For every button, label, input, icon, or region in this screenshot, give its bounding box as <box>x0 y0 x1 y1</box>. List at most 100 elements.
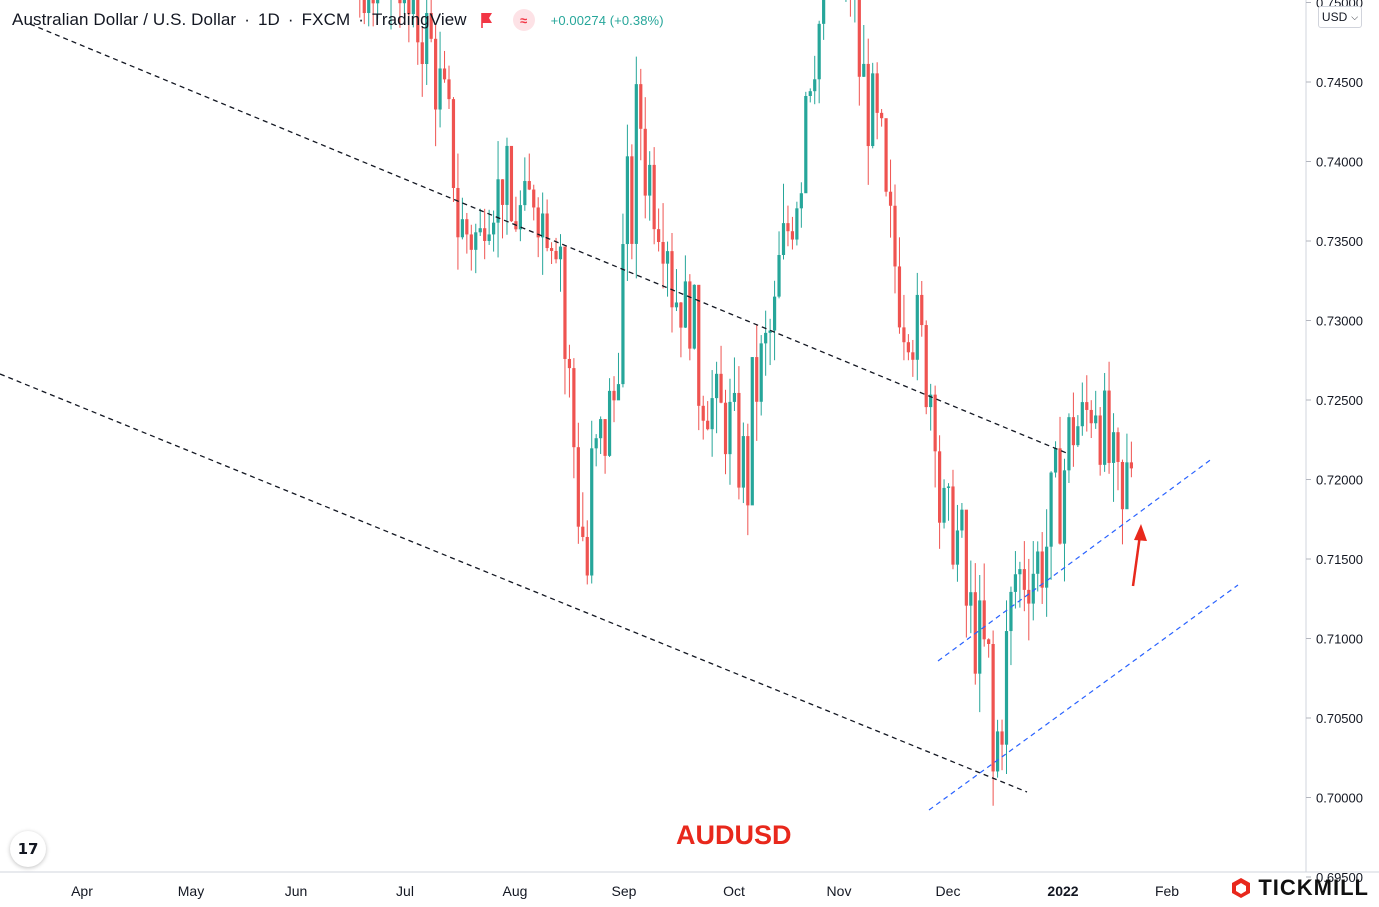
candle-body <box>541 213 545 238</box>
candle-body <box>1040 551 1044 588</box>
x-tick-label: Nov <box>827 883 852 899</box>
candle-body <box>982 600 986 640</box>
candle-body <box>888 191 893 206</box>
candle-body <box>1045 546 1049 588</box>
candle-body <box>670 251 674 308</box>
candle-body <box>1129 462 1133 469</box>
candle-body <box>1080 402 1084 427</box>
candle-body <box>799 193 803 209</box>
wave-icon[interactable]: ≈ <box>512 9 535 31</box>
candle-body <box>710 398 714 430</box>
candle-body <box>1071 417 1075 446</box>
candle-body <box>523 181 527 206</box>
candle-body <box>991 643 995 772</box>
candle-body <box>465 219 469 235</box>
ascending-lower-line[interactable] <box>928 584 1239 811</box>
candle-body <box>755 357 759 402</box>
candle-body <box>715 373 719 399</box>
tradingview-logo-icon[interactable]: 17 <box>10 831 46 867</box>
candle-body <box>723 402 728 455</box>
y-tick-label: 0.74000 <box>1316 155 1363 170</box>
candle-body <box>625 156 629 245</box>
candle-body <box>376 0 380 4</box>
candle-body <box>808 91 812 96</box>
candle-body <box>420 42 424 65</box>
candle-body <box>701 405 705 421</box>
candle-body <box>478 228 482 233</box>
exchange-label: FXCM <box>301 10 351 29</box>
candle-body <box>630 156 634 244</box>
candle-body <box>469 234 473 250</box>
candle-body <box>563 246 567 359</box>
channel-upper-line[interactable] <box>29 23 1070 455</box>
candle-body <box>857 0 861 77</box>
candle-body <box>987 639 991 644</box>
symbol-name[interactable]: Australian Dollar / U.S. Dollar <box>12 10 237 29</box>
candle-body <box>527 181 531 190</box>
candle-body <box>603 419 607 456</box>
ascending-upper-line[interactable] <box>937 457 1214 662</box>
candle-body <box>1094 415 1098 424</box>
y-tick-label: 0.69500 <box>1316 870 1363 885</box>
price-axis[interactable]: 0.69500 0.70000 0.70500 0.71000 0.71500 0.720… <box>1306 0 1363 885</box>
tickmill-logo-icon <box>1232 878 1251 898</box>
candle-body <box>496 179 500 223</box>
x-tick-label: Oct <box>723 883 745 899</box>
candle-body <box>1062 470 1067 544</box>
candle-body <box>1085 402 1089 410</box>
candle-body <box>1000 731 1004 745</box>
candle-body <box>639 84 643 129</box>
candle-body <box>1089 409 1093 424</box>
candle-body <box>741 436 745 488</box>
candle-body <box>813 79 817 92</box>
candle-body <box>665 251 670 264</box>
brand-logo: TICKMILL <box>1230 875 1369 901</box>
candle-body <box>585 536 589 576</box>
candle-body <box>518 205 522 230</box>
flag-icon[interactable] <box>479 11 495 29</box>
candle-body <box>505 145 509 205</box>
time-axis[interactable]: Apr May Jun Jul Aug Sep Oct Nov Dec 2022 Feb <box>71 883 1179 899</box>
candle-body <box>434 38 438 110</box>
candle-body <box>643 128 647 196</box>
candle-body <box>447 79 451 100</box>
candle-body <box>429 13 433 39</box>
candle-body <box>902 327 906 343</box>
candle-body <box>978 600 982 674</box>
candle-body <box>964 509 968 606</box>
candle-body <box>817 23 821 80</box>
currency-selector[interactable]: USD ⌵ <box>1318 6 1362 28</box>
x-tick-label: Apr <box>71 883 93 899</box>
chart-header: Australian Dollar / U.S. Dollar · 1D · F… <box>12 9 664 31</box>
candle-body <box>679 302 683 328</box>
price-change: +0.00274 (+0.38%) <box>550 12 664 28</box>
candle-body <box>875 73 879 113</box>
candle-body <box>884 118 888 192</box>
candle-body <box>768 330 772 333</box>
channel-lower-line[interactable] <box>0 373 1028 793</box>
candle-body <box>781 223 786 255</box>
candle-body <box>474 232 478 250</box>
platform-label: TradingView <box>371 10 467 29</box>
candle-body <box>746 436 750 506</box>
x-tick-label: Jun <box>285 883 308 899</box>
interval-label[interactable]: 1D <box>257 10 280 29</box>
candle-body <box>590 448 594 576</box>
candle-body <box>777 254 781 297</box>
candle-body <box>612 390 616 401</box>
candle-body <box>402 0 406 4</box>
candle-body <box>545 213 549 249</box>
candle-body <box>425 13 429 65</box>
candle-body <box>657 229 661 242</box>
candle-body <box>795 208 799 240</box>
candle-body <box>599 419 603 439</box>
candle-body <box>616 384 621 401</box>
candle-body <box>652 164 656 230</box>
x-tick-label: May <box>178 883 204 899</box>
candle-body <box>683 281 687 328</box>
candle-body <box>969 592 973 606</box>
candle-body <box>411 0 415 15</box>
candle-body <box>572 368 576 448</box>
candle-body <box>1111 432 1116 463</box>
